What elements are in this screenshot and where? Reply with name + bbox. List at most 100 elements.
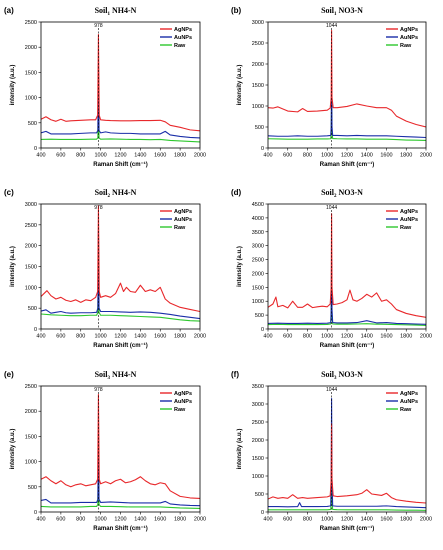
x-tick-label: 1200: [341, 517, 353, 523]
x-tick-label: 600: [283, 334, 292, 340]
x-tick-label: 1600: [380, 153, 392, 159]
x-axis-label: Raman Shift (cm⁻¹): [320, 525, 375, 532]
y-axis-label: intensity (a.u.): [10, 246, 16, 287]
y-tick-label: 1000: [25, 285, 37, 291]
x-tick-label: 1400: [134, 517, 146, 523]
series-line-aunps: [268, 259, 426, 325]
y-tick-label: 2000: [25, 45, 37, 51]
title-main: Soil: [95, 188, 109, 197]
y-tick-label: 1500: [25, 434, 37, 440]
legend-label: Raw: [174, 43, 186, 49]
title-rest: NH4-N: [110, 6, 137, 15]
panel-title: Soil1 NH4-N: [95, 6, 137, 17]
series-line-aunps: [268, 81, 426, 139]
panel-4: (d) Soil2 NO3-N 1044 400 600 800 1000 1200 1400 1…: [231, 188, 432, 349]
legend-label: AuNPs: [400, 217, 418, 223]
legend-label: AuNPs: [400, 35, 418, 41]
y-tick-label: 1000: [252, 474, 264, 480]
x-tick-label: 800: [76, 153, 85, 159]
peak-label: 978: [94, 387, 103, 393]
panel-title: Soil3 NO3-N: [321, 370, 363, 381]
y-tick-label: 0: [261, 146, 264, 152]
title-main: Soil: [321, 6, 335, 15]
panel-6: (f) Soil3 NO3-N 1044 400 600 800 1000 1200 1400 1…: [231, 370, 432, 532]
y-axis-label: intensity (a.u.): [237, 246, 243, 287]
x-tick-label: 1600: [380, 334, 392, 340]
panel-title: Soil3 NH4-N: [95, 370, 137, 381]
y-tick-label: 3500: [252, 230, 264, 236]
y-tick-label: 1500: [252, 83, 264, 89]
series-line-agnps: [41, 394, 200, 499]
x-tick-label: 1800: [400, 153, 412, 159]
legend-label: AgNPs: [174, 391, 192, 397]
x-tick-label: 1000: [95, 517, 107, 523]
y-tick-label: 2000: [252, 438, 264, 444]
peak-label: 1044: [326, 23, 337, 29]
panel-label: (a): [4, 6, 14, 15]
panel-title: Soil2 NO3-N: [321, 188, 363, 199]
legend-label: Raw: [400, 225, 412, 231]
x-axis-label: Raman Shift (cm⁻¹): [93, 525, 148, 532]
series-line-raw: [41, 102, 200, 143]
x-axis-label: Raman Shift (cm⁻¹): [93, 161, 148, 168]
title-subscript: 1: [107, 12, 110, 17]
x-tick-label: 600: [56, 153, 65, 159]
x-tick-label: 2000: [420, 334, 432, 340]
y-tick-label: 3000: [25, 202, 37, 208]
title-subscript: 2: [107, 194, 110, 199]
y-tick-label: 500: [255, 313, 264, 319]
title-main: Soil: [321, 370, 335, 379]
x-tick-label: 400: [263, 153, 272, 159]
x-tick-label: 1400: [361, 517, 373, 523]
x-tick-label: 1200: [341, 334, 353, 340]
peak-label: 978: [94, 205, 103, 211]
y-tick-label: 500: [28, 485, 37, 491]
y-tick-label: 4000: [252, 216, 264, 222]
title-subscript: 1: [334, 12, 337, 17]
y-axis-label: intensity (a.u.): [10, 65, 16, 106]
panel-5: (e) Soil3 NH4-N 978 400 600 800 1000 1200 1400 16…: [4, 370, 206, 532]
y-tick-label: 1500: [25, 265, 37, 271]
x-tick-label: 1200: [114, 153, 126, 159]
x-tick-label: 1000: [95, 334, 107, 340]
legend-label: AuNPs: [174, 217, 192, 223]
series-line-agnps: [41, 205, 200, 313]
x-tick-label: 400: [36, 153, 45, 159]
x-tick-label: 1600: [380, 517, 392, 523]
y-tick-label: 2500: [25, 223, 37, 229]
x-tick-label: 1000: [321, 334, 333, 340]
x-tick-label: 400: [263, 517, 272, 523]
title-main: Soil: [95, 6, 109, 15]
title-subscript: 2: [334, 194, 337, 199]
x-tick-label: 2000: [194, 153, 206, 159]
y-tick-label: 0: [34, 327, 37, 333]
y-tick-label: 0: [34, 146, 37, 152]
legend-label: Raw: [400, 407, 412, 413]
y-tick-label: 2500: [25, 20, 37, 26]
panel-label: (e): [4, 370, 14, 379]
y-axis-label: intensity (a.u.): [10, 429, 16, 470]
y-tick-label: 3000: [252, 402, 264, 408]
legend-label: Raw: [400, 43, 412, 49]
title-main: Soil: [95, 370, 109, 379]
x-tick-label: 1200: [114, 334, 126, 340]
x-tick-label: 1000: [321, 153, 333, 159]
x-axis-label: Raman Shift (cm⁻¹): [93, 342, 148, 349]
legend-label: AgNPs: [174, 209, 192, 215]
y-tick-label: 1500: [25, 70, 37, 76]
y-tick-label: 500: [255, 125, 264, 131]
panel-title: Soil1 NO3-N: [321, 6, 363, 17]
y-tick-label: 1500: [252, 285, 264, 291]
series-line-agnps: [268, 29, 426, 128]
x-tick-label: 800: [303, 334, 312, 340]
series-line-aunps: [268, 398, 426, 509]
x-tick-label: 800: [76, 517, 85, 523]
y-tick-label: 2000: [25, 409, 37, 415]
series-line-agnps: [268, 213, 426, 318]
x-tick-label: 1800: [174, 517, 186, 523]
legend-label: AgNPs: [400, 209, 418, 215]
x-tick-label: 1400: [134, 153, 146, 159]
panel-label: (c): [4, 188, 14, 197]
y-tick-label: 3000: [252, 244, 264, 250]
y-axis-label: intensity (a.u.): [237, 429, 243, 470]
